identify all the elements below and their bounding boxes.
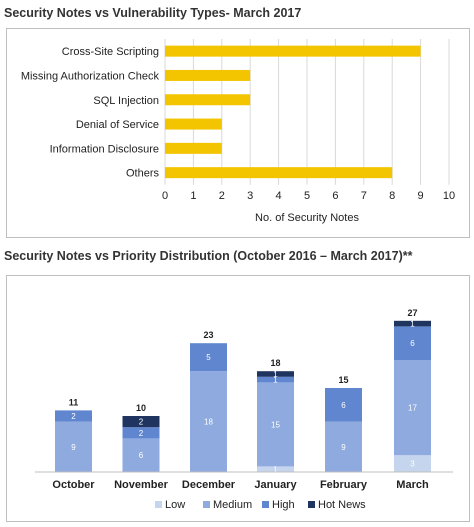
category-label-cross-site-scripting: Cross-Site Scripting <box>62 46 159 58</box>
x-tick-label: 8 <box>389 190 395 202</box>
data-label-medium-february: 9 <box>341 443 346 452</box>
segment-hot-news-november <box>122 416 160 428</box>
category-label-sql-injection: SQL Injection <box>93 95 159 107</box>
x-tick-label-december: December <box>182 479 236 491</box>
data-label-hot-news-january: 1 <box>273 370 278 379</box>
category-label-denial-of-service: Denial of Service <box>76 119 159 131</box>
segment-high-march <box>394 326 431 360</box>
x-tick-label: 10 <box>443 190 455 202</box>
total-label-october: 11 <box>69 397 79 407</box>
data-label-high-october: 2 <box>71 412 76 421</box>
category-label-others: Others <box>126 168 160 180</box>
segment-medium-december <box>190 371 227 472</box>
data-label-low-march: 3 <box>410 460 415 469</box>
bar-sql-injection <box>165 94 251 106</box>
legend-swatch-high <box>262 501 269 508</box>
total-label-february: 15 <box>338 375 348 385</box>
legend-label-high: High <box>272 499 295 511</box>
bar-denial-of-service <box>165 118 222 130</box>
vulnerability-types-chart: 0 1 2 3 4 5 6 7 8 9 10 Cross-Site Scripting Missing … <box>21 39 455 224</box>
x-tick-label: 6 <box>332 190 338 202</box>
data-label-high-january: 1 <box>273 376 278 385</box>
x-tick-label-november: November <box>114 479 169 491</box>
bar-others <box>165 167 393 179</box>
x-tick-label-february: February <box>320 479 368 491</box>
data-label-high-march: 6 <box>410 339 415 348</box>
chart2-title: Security Notes vs Priority Distribution … <box>4 249 413 263</box>
segment-medium-march <box>394 360 431 456</box>
x-tick-label: 1 <box>190 190 196 202</box>
data-label-medium-november: 6 <box>139 451 144 460</box>
x-tick-label-january: January <box>254 479 297 491</box>
data-label-medium-december: 18 <box>204 418 213 427</box>
data-label-high-november: 2 <box>139 429 144 438</box>
segment-hot-news-march <box>394 320 431 327</box>
segment-medium-february <box>325 421 362 472</box>
x-tick-label: 0 <box>162 190 168 202</box>
segment-medium-january <box>257 382 294 467</box>
total-label-january: 18 <box>270 358 280 368</box>
x-tick-label: 5 <box>304 190 310 202</box>
data-label-high-december: 5 <box>206 353 211 362</box>
bar-information-disclosure <box>165 142 222 154</box>
segment-high-november <box>122 427 160 439</box>
total-label-december: 23 <box>203 330 213 340</box>
x-tick-label-october: October <box>52 479 95 491</box>
legend-swatch-medium <box>203 501 210 508</box>
total-label-november: 10 <box>136 403 146 413</box>
bar-missing-authorization-check <box>165 69 251 81</box>
segment-medium-october <box>55 421 92 472</box>
x-axis-title: No. of Security Notes <box>255 212 359 224</box>
data-label-high-february: 6 <box>341 401 346 410</box>
priority-distribution-chart: 9211October62210November18523December115… <box>35 308 453 511</box>
chart1-panel: 0 1 2 3 4 5 6 7 8 9 10 Cross-Site Scripting Missing … <box>6 28 470 238</box>
segment-hot-news-january <box>257 371 294 377</box>
legend-swatch-low <box>155 501 162 508</box>
x-tick-label: 7 <box>361 190 367 202</box>
x-tick-label-march: March <box>396 479 429 491</box>
data-label-hot-news-march: 1 <box>410 320 415 329</box>
segment-low-march <box>394 455 431 472</box>
data-label-medium-march: 17 <box>408 404 417 413</box>
chart1-title: Security Notes vs Vulnerability Types- M… <box>4 6 302 20</box>
data-label-low-january: 1 <box>273 465 278 474</box>
segment-high-january <box>257 376 294 383</box>
segment-high-february <box>325 388 362 422</box>
segment-low-january <box>257 466 294 472</box>
x-tick-label: 4 <box>276 190 282 202</box>
category-label-information-disclosure: Information Disclosure <box>50 143 159 155</box>
segment-medium-november <box>122 438 160 472</box>
x-tick-label: 3 <box>247 190 253 202</box>
segment-high-october <box>55 410 92 422</box>
legend-swatch-hot-news <box>308 501 315 508</box>
legend-label-medium: Medium <box>213 499 252 511</box>
x-tick-label: 2 <box>219 190 225 202</box>
data-label-hot-news-november: 2 <box>139 418 144 427</box>
legend-label-low: Low <box>165 499 185 511</box>
data-label-medium-october: 9 <box>71 443 76 452</box>
chart2-panel: 9 2 11 October 6 2 2 10 November 18 5 23 December 1 15… <box>6 275 470 522</box>
data-label-medium-january: 15 <box>271 420 280 429</box>
bar-cross-site-scripting <box>165 45 421 57</box>
category-label-missing-authorization-check: Missing Authorization Check <box>21 70 160 82</box>
segment-high-december <box>190 343 227 372</box>
legend-label-hot-news: Hot News <box>318 499 366 511</box>
total-label-march: 27 <box>407 308 417 318</box>
x-tick-label: 9 <box>418 190 424 202</box>
